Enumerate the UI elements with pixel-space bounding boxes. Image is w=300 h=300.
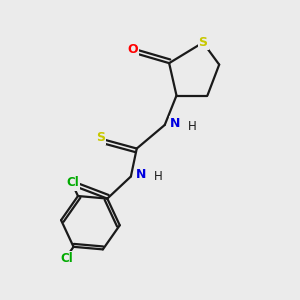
Text: N: N <box>170 117 180 130</box>
Text: Cl: Cl <box>60 252 73 265</box>
Text: O: O <box>127 44 138 56</box>
Text: H: H <box>188 120 196 133</box>
Text: S: S <box>199 36 208 49</box>
Text: N: N <box>136 168 146 181</box>
Text: Cl: Cl <box>67 176 80 190</box>
Text: O: O <box>69 177 79 190</box>
Text: S: S <box>96 131 105 144</box>
Text: H: H <box>154 170 162 183</box>
